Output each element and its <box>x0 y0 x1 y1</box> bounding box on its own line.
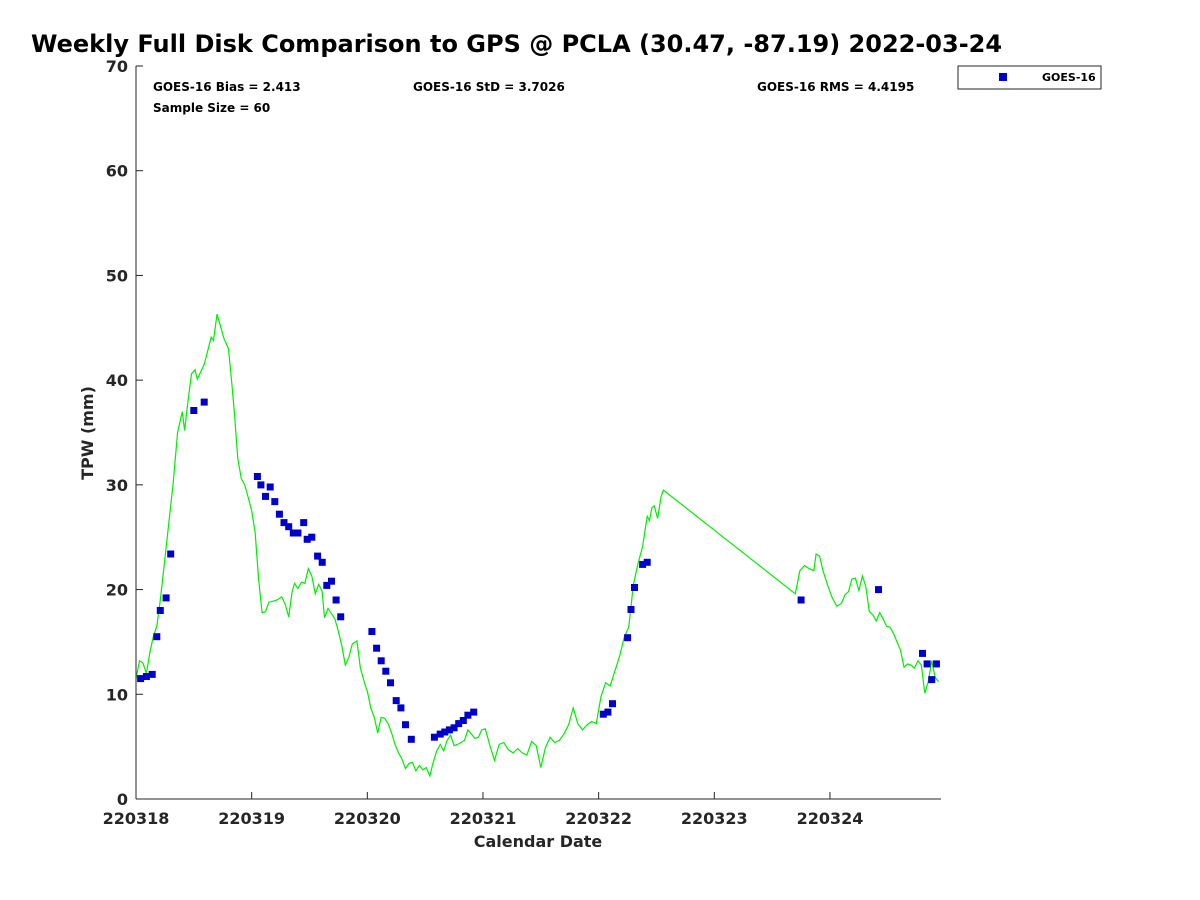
x-tick-label-6: 220324 <box>797 809 864 828</box>
goes16-point-35 <box>402 721 409 729</box>
goes16-point-32 <box>387 679 394 687</box>
goes16-point-10 <box>257 481 265 489</box>
goes16-point-6 <box>167 550 175 558</box>
goes16-point-23 <box>318 558 326 566</box>
goes16-point-45 <box>470 708 478 716</box>
stat-std: GOES-16 StD = 3.7026 <box>413 80 565 94</box>
goes16-point-41 <box>450 724 458 732</box>
goes16-point-59 <box>932 660 940 668</box>
chart-title: Weekly Full Disk Comparison to GPS @ PCL… <box>31 30 1003 58</box>
goes16-point-17 <box>289 529 297 537</box>
goes16-point-12 <box>266 483 274 491</box>
goes16-point-16 <box>285 523 293 531</box>
goes16-point-56 <box>919 649 926 657</box>
y-tick-label-10: 10 <box>106 685 128 704</box>
plot-area <box>136 66 941 799</box>
goes16-point-47 <box>604 708 612 716</box>
goes16-point-40 <box>445 726 453 734</box>
goes16-point-28 <box>368 628 376 635</box>
goes16-point-20 <box>303 535 311 543</box>
goes16-point-5 <box>162 594 170 602</box>
y-tick-label-20: 20 <box>106 581 128 600</box>
goes16-point-43 <box>459 717 467 724</box>
x-tick-label-0: 220318 <box>103 809 170 828</box>
goes16-point-14 <box>275 510 283 518</box>
goes16-point-42 <box>455 720 463 728</box>
goes16-point-30 <box>377 657 385 665</box>
legend: GOES-16 <box>957 65 1102 90</box>
x-tick-label-1: 220319 <box>218 809 285 828</box>
goes16-point-22 <box>314 552 322 560</box>
goes16-point-27 <box>337 613 345 621</box>
stat-sample-size: Sample Size = 60 <box>153 101 270 115</box>
goes16-point-21 <box>308 533 316 541</box>
goes16-point-54 <box>797 596 805 604</box>
goes-series <box>137 398 940 743</box>
y-tick-label-0: 0 <box>117 790 128 809</box>
x-axis-title: Calendar Date <box>474 832 603 851</box>
legend-box <box>957 65 1102 90</box>
goes16-point-15 <box>280 519 288 527</box>
goes16-point-53 <box>643 558 651 566</box>
goes16-point-31 <box>382 667 390 675</box>
goes16-point-44 <box>464 711 472 719</box>
legend-marker-goes16 <box>999 73 1007 81</box>
goes16-point-33 <box>392 697 400 705</box>
tick-labels: 0 10 20 30 40 50 60 70 220318 220319 220320 220321 2… <box>103 57 864 828</box>
stat-rms: GOES-16 RMS = 4.4195 <box>757 80 914 94</box>
stat-bias: GOES-16 Bias = 2.413 <box>153 80 301 94</box>
goes16-point-19 <box>300 519 308 527</box>
goes16-point-52 <box>639 560 647 568</box>
goes16-point-3 <box>153 633 161 641</box>
goes16-point-18 <box>294 529 302 537</box>
goes16-point-49 <box>624 634 632 642</box>
x-tick-label-4: 220322 <box>565 809 632 828</box>
goes16-point-50 <box>627 606 635 613</box>
goes16-point-24 <box>323 581 331 589</box>
goes16-point-29 <box>373 644 381 652</box>
goes16-point-37 <box>430 733 438 741</box>
goes16-point-48 <box>609 700 616 708</box>
x-tick-label-5: 220323 <box>681 809 748 828</box>
goes16-point-57 <box>923 660 931 668</box>
goes16-point-0 <box>137 675 145 683</box>
goes16-point-46 <box>599 710 607 718</box>
x-tick-label-3: 220321 <box>450 809 517 828</box>
y-tick-label-60: 60 <box>106 162 128 181</box>
goes16-point-36 <box>407 735 415 743</box>
goes16-point-2 <box>148 670 156 678</box>
x-tick-label-2: 220320 <box>334 809 401 828</box>
y-tick-label-40: 40 <box>106 371 128 390</box>
goes16-point-38 <box>436 730 444 738</box>
y-tick-label-50: 50 <box>106 266 128 285</box>
goes16-point-26 <box>332 596 340 604</box>
goes16-point-13 <box>271 498 279 506</box>
goes16-point-8 <box>200 398 208 406</box>
goes16-point-34 <box>397 704 405 712</box>
goes16-point-51 <box>631 584 638 591</box>
goes16-point-39 <box>441 728 449 736</box>
gps-series <box>135 314 940 778</box>
goes16-point-11 <box>262 492 269 500</box>
goes16-point-55 <box>875 586 882 594</box>
goes16-point-1 <box>142 673 150 680</box>
gps-line <box>135 314 940 778</box>
goes16-point-7 <box>190 407 198 414</box>
y-tick-label-30: 30 <box>106 476 128 495</box>
y-axis-title: TPW (mm) <box>78 386 97 480</box>
plot-background <box>136 66 941 799</box>
goes16-point-58 <box>928 676 936 684</box>
goes16-point-25 <box>328 577 335 585</box>
legend-label-goes16: GOES-16 <box>1042 71 1096 84</box>
goes16-point-4 <box>156 607 164 614</box>
goes16-point-9 <box>253 473 261 480</box>
y-tick-label-70: 70 <box>106 57 128 76</box>
axes <box>135 65 941 800</box>
